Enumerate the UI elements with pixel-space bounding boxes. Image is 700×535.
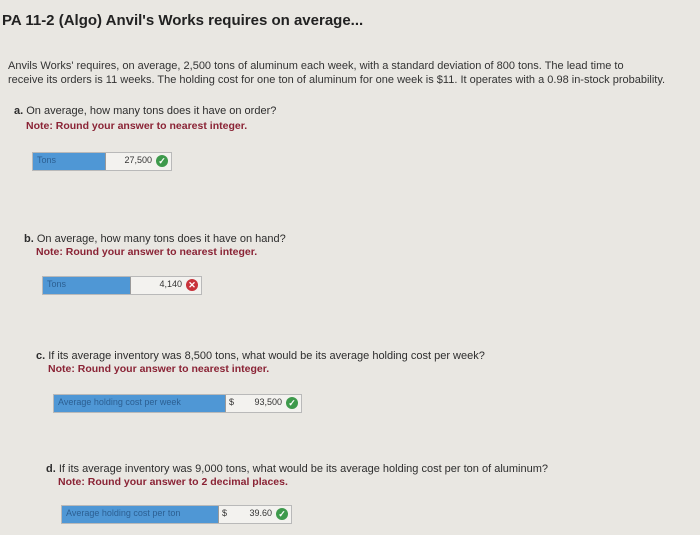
question-1: b. On average, how many tons does it hav… [24, 233, 286, 245]
answer-input[interactable]: 93,500 [254, 397, 282, 407]
question-text: If its average inventory was 9,000 tons,… [58, 463, 549, 475]
x-circle-icon: ✕ [186, 279, 198, 291]
answer-field-3: Average holding cost per ton $ 39.60 ✓ [61, 505, 292, 524]
check-circle-icon: ✓ [276, 508, 288, 520]
problem-text-line1: Anvils Works' requires, on average, 2,50… [8, 60, 624, 72]
answer-label: Tons [43, 277, 131, 294]
answer-field-0: Tons 27,500 ✓ [32, 152, 172, 171]
question-text: On average, how many tons does it have o… [36, 233, 286, 245]
question-0: a. On average, how many tons does it hav… [14, 105, 277, 117]
question-2: c. If its average inventory was 8,500 to… [36, 350, 485, 362]
rounding-note: Note: Round your answer to nearest integ… [26, 120, 248, 132]
check-circle-icon: ✓ [156, 155, 168, 167]
answer-input[interactable]: 27,500 [124, 155, 152, 165]
question-text: If its average inventory was 8,500 tons,… [48, 350, 485, 362]
rounding-note: Note: Round your answer to nearest integ… [48, 363, 270, 375]
problem-text-line2: receive its orders is 11 weeks. The hold… [8, 74, 666, 86]
rounding-note: Note: Round your answer to 2 decimal pla… [58, 476, 288, 488]
page-title: PA 11-2 (Algo) Anvil's Works requires on… [2, 12, 364, 29]
answer-field-2: Average holding cost per week $ 93,500 ✓ [53, 394, 302, 413]
currency-symbol: $ [222, 508, 228, 518]
answer-input[interactable]: 39.60 [249, 508, 272, 518]
answer-label: Average holding cost per week [54, 395, 226, 412]
answer-input[interactable]: 4,140 [159, 279, 182, 289]
currency-symbol: $ [229, 397, 235, 407]
check-circle-icon: ✓ [286, 397, 298, 409]
rounding-note: Note: Round your answer to nearest integ… [36, 246, 258, 258]
answer-label: Tons [33, 153, 106, 170]
answer-field-1: Tons 4,140 ✕ [42, 276, 202, 295]
question-text: On average, how many tons does it have o… [26, 105, 277, 117]
question-3: d. If its average inventory was 9,000 to… [46, 463, 549, 475]
answer-label: Average holding cost per ton [62, 506, 219, 523]
